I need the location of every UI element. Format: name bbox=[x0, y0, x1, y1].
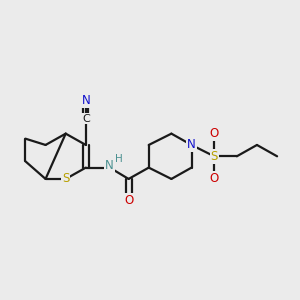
Text: O: O bbox=[209, 127, 219, 140]
Text: S: S bbox=[211, 150, 218, 163]
Text: C: C bbox=[82, 113, 90, 124]
Text: S: S bbox=[62, 172, 69, 185]
Text: H: H bbox=[115, 154, 122, 164]
Text: O: O bbox=[124, 194, 133, 207]
Text: N: N bbox=[187, 139, 196, 152]
Text: N: N bbox=[82, 94, 90, 107]
Text: O: O bbox=[209, 172, 219, 185]
Text: N: N bbox=[105, 159, 114, 172]
